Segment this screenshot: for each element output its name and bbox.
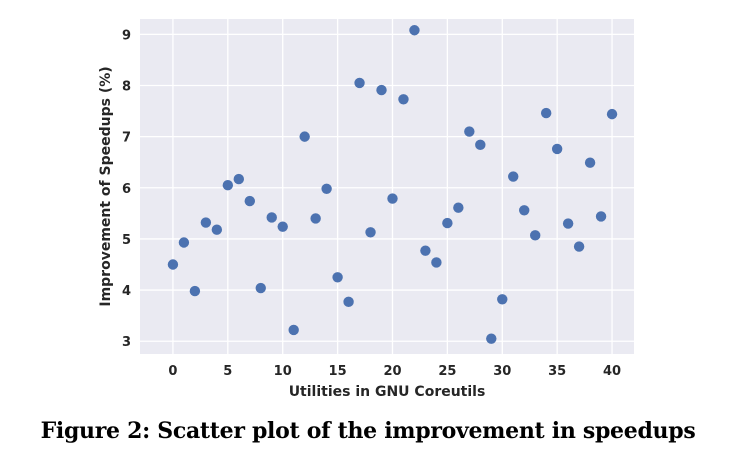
data-point (508, 171, 519, 182)
data-point (332, 272, 343, 283)
data-point (486, 333, 497, 344)
data-point (409, 25, 420, 36)
data-point (233, 173, 244, 185)
data-point (299, 131, 310, 142)
data-point (310, 213, 321, 224)
data-point (442, 217, 453, 229)
data-point (431, 257, 442, 268)
y-tick-label: 9 (122, 28, 131, 43)
data-point (189, 285, 201, 297)
data-point (551, 143, 563, 155)
y-tick-label: 3 (122, 335, 131, 350)
y-tick-labels: 3 4 5 6 7 8 9 (122, 28, 131, 350)
plot-area (140, 19, 634, 354)
figure-caption: Figure 2: Scatter plot of the improvemen… (40, 418, 696, 444)
data-point (387, 193, 398, 204)
data-point (354, 77, 365, 89)
data-point (420, 245, 431, 256)
y-tick-label: 5 (122, 233, 131, 248)
data-point (365, 227, 376, 238)
y-tick-label: 6 (122, 182, 131, 197)
x-tick-label: 25 (438, 364, 456, 379)
x-tick-label: 30 (493, 364, 511, 379)
y-tick-label: 8 (122, 79, 131, 94)
scatter-chart: 0 5 10 15 20 25 30 35 40 3 4 5 6 7 8 9 Utilities in GN… (98, 19, 634, 400)
data-point (178, 237, 190, 248)
data-point (398, 94, 409, 105)
data-points (167, 25, 618, 344)
data-point (530, 230, 541, 241)
x-tick-label: 10 (274, 364, 292, 379)
x-tick-label: 40 (603, 364, 621, 379)
data-point (321, 183, 332, 195)
x-tick-label: 20 (383, 364, 401, 379)
data-point (200, 217, 212, 228)
x-tick-label: 5 (223, 364, 232, 379)
grid-lines (140, 19, 634, 354)
data-point (266, 212, 277, 223)
y-tick-label: 7 (122, 131, 131, 146)
data-point (211, 224, 223, 235)
x-tick-labels: 0 5 10 15 20 25 30 35 40 (168, 364, 621, 379)
x-axis-label: Utilities in GNU Coreutils (289, 384, 486, 400)
data-point (497, 294, 508, 305)
data-point (573, 241, 585, 252)
data-point (519, 205, 530, 216)
data-point (562, 218, 574, 229)
data-point (277, 221, 288, 232)
data-point (584, 157, 596, 168)
x-tick-label: 35 (548, 364, 566, 379)
data-point (343, 296, 354, 308)
data-point (475, 139, 486, 151)
y-axis-label: Improvement of Speedups (%) (98, 66, 114, 306)
data-point (222, 180, 234, 191)
data-point (255, 282, 266, 294)
data-point (464, 126, 475, 137)
data-point (288, 324, 299, 336)
data-point (540, 107, 552, 119)
x-tick-label: 0 (168, 364, 177, 379)
data-point (453, 202, 464, 213)
data-point (167, 259, 179, 270)
x-tick-label: 15 (329, 364, 347, 379)
y-tick-label: 4 (122, 284, 131, 299)
data-point (595, 211, 607, 222)
data-point (244, 195, 255, 207)
data-point (606, 108, 618, 120)
data-point (376, 84, 387, 96)
